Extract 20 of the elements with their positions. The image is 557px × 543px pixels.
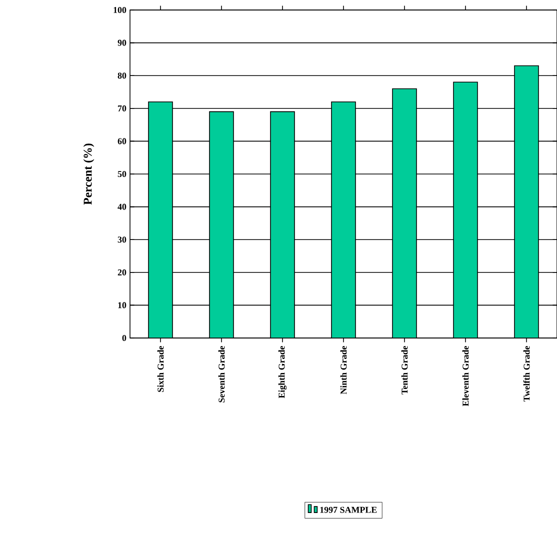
y-tick-label: 40: [118, 204, 126, 210]
y-tick-label: 70: [118, 105, 126, 112]
y-tick-label: 60: [118, 138, 126, 144]
y-tick-label: 0: [122, 334, 126, 342]
y-tick-label: 30: [118, 236, 126, 243]
x-tick-label: Twelfth Grade: [523, 346, 530, 402]
y-tick-label: 20: [118, 269, 126, 276]
y-tick-label: 100: [114, 6, 126, 14]
y-tick-label: 50: [118, 170, 126, 178]
legend-label: 1997 SAMPLE: [320, 506, 377, 513]
y-tick-label: 90: [118, 40, 126, 46]
x-tick-label: Eighth Grade: [278, 346, 287, 398]
x-tick-label: Sixth Grade: [157, 346, 164, 392]
y-tick-label: 80: [118, 72, 126, 79]
x-tick-label: Seventh Grade: [218, 346, 225, 402]
y-axis-title: Percent (%): [83, 144, 94, 205]
y-tick-label: 10: [118, 302, 126, 308]
x-tick-label: Tenth Grade: [401, 346, 408, 394]
x-tick-label: Ninth Grade: [340, 346, 347, 394]
x-tick-label: Eleventh Grade: [462, 346, 469, 406]
